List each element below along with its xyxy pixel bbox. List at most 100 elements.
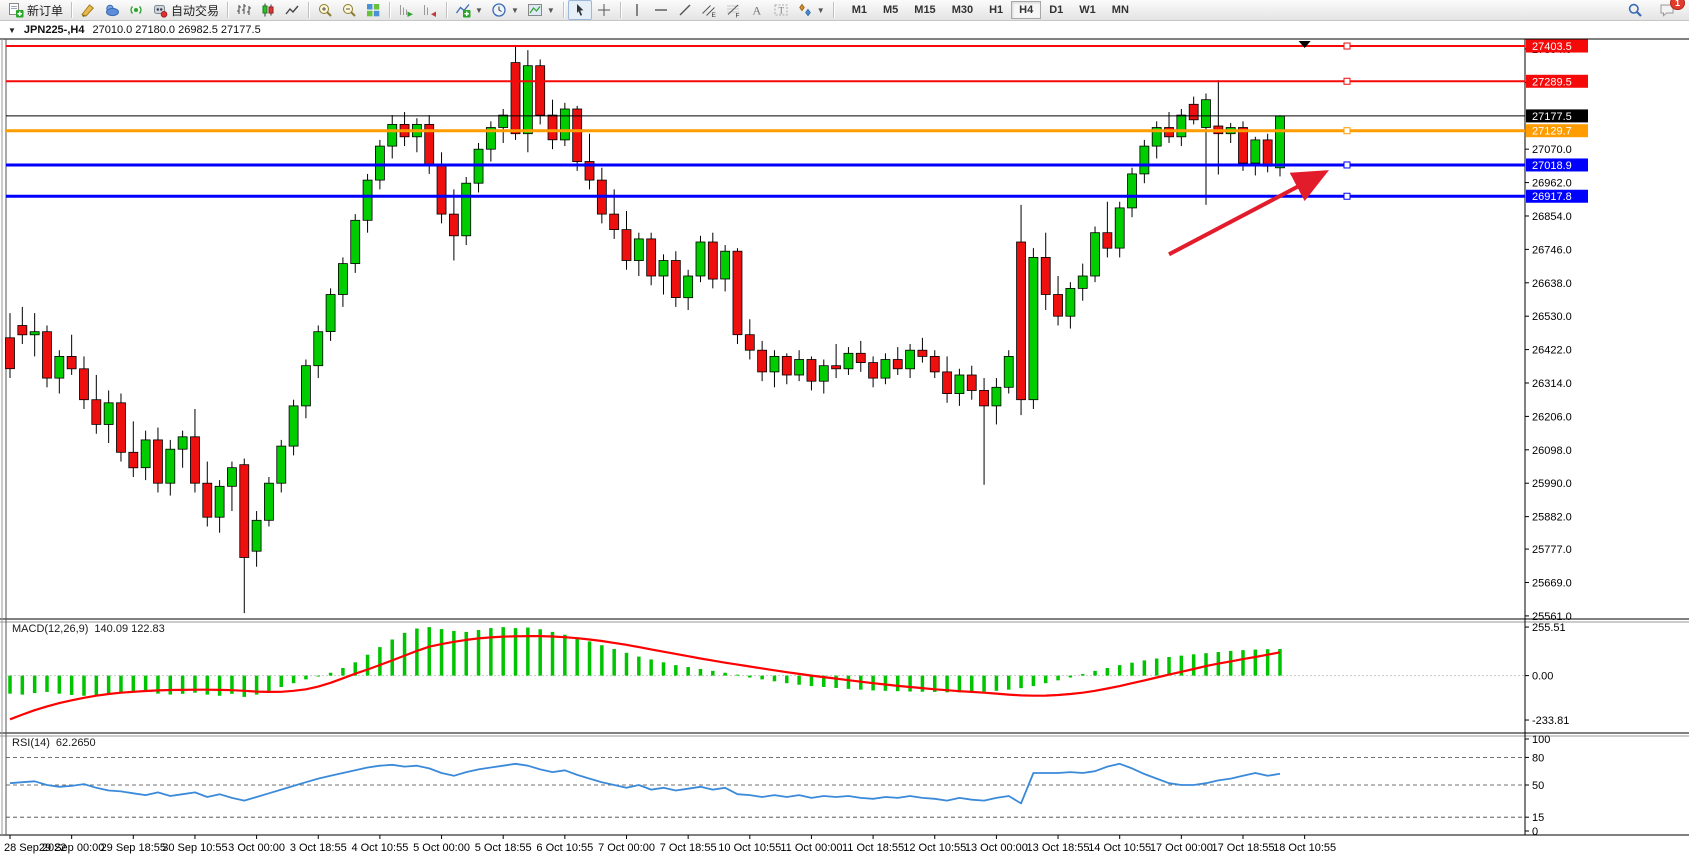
candle	[880, 359, 891, 379]
trend-arrow[interactable]	[1168, 170, 1329, 257]
arrows-button[interactable]: ▼	[793, 0, 829, 20]
candle	[387, 124, 398, 147]
timeframe-H4[interactable]: H4	[1011, 1, 1042, 19]
candle	[362, 179, 373, 221]
candle	[202, 482, 213, 518]
svg-text:15: 15	[1532, 812, 1544, 824]
bar-chart-icon	[237, 4, 252, 15]
channel-button[interactable]: E	[697, 0, 721, 20]
toolbar-separator	[832, 2, 834, 18]
timeframe-M30[interactable]: M30	[951, 4, 974, 16]
candle	[720, 250, 731, 280]
main-toolbar: 新订单 自动交易 ▼ ▼ ▼ E F A T ▼ M1 M5 M15 M30 H1 H4 D1 W1 MN 1	[0, 0, 1689, 21]
zoom-in-button[interactable]	[313, 0, 337, 20]
pencil-button[interactable]	[76, 0, 100, 20]
candle	[572, 108, 583, 162]
templates-button[interactable]: ▼	[523, 0, 559, 20]
svg-text:0: 0	[1532, 826, 1538, 838]
candle	[991, 386, 1002, 407]
svg-text:27289.5: 27289.5	[1532, 76, 1572, 88]
svg-text:25990.0: 25990.0	[1532, 478, 1572, 490]
svg-text:10 Oct 10:55: 10 Oct 10:55	[718, 842, 781, 854]
chevron-down-icon[interactable]: ▼	[546, 5, 555, 15]
chevron-down-icon[interactable]: ▼	[475, 5, 483, 15]
hline-27403.5[interactable]: 27403.5	[6, 39, 1588, 54]
candle	[66, 355, 77, 370]
crosshair-button[interactable]	[592, 0, 616, 20]
svg-text:27403.5: 27403.5	[1532, 41, 1572, 53]
toolbar-separator	[619, 2, 621, 18]
autotrading-button[interactable]: 自动交易	[148, 0, 223, 20]
text-label-icon: T	[774, 4, 788, 16]
timeframe-MN[interactable]: MN	[1111, 4, 1129, 16]
new-order-icon	[9, 3, 24, 18]
candle	[732, 250, 743, 336]
timeframe-W1[interactable]: W1	[1079, 4, 1096, 16]
cloud-button[interactable]	[100, 0, 124, 20]
auto-scroll-button[interactable]	[394, 0, 418, 20]
collapse-icon[interactable]: ▼	[8, 25, 16, 35]
hline-27018.9[interactable]: 27018.9	[6, 158, 1588, 172]
svg-text:3 Oct 00:00: 3 Oct 00:00	[228, 842, 285, 854]
candle	[1028, 256, 1039, 401]
chart-shift-marker[interactable]	[1298, 41, 1311, 48]
bar-chart-button[interactable]	[232, 0, 256, 20]
search-button[interactable]	[1623, 0, 1647, 20]
candle	[165, 448, 176, 484]
svg-text:26638.0: 26638.0	[1532, 278, 1572, 290]
chart-canvas[interactable]: 27394.027286.027070.026962.026854.026746…	[0, 21, 1689, 857]
timeframe-M15[interactable]: M15	[914, 4, 936, 16]
candle	[5, 337, 15, 370]
new-order-button[interactable]: 新订单	[4, 0, 67, 20]
svg-text:29 Sep 00:00: 29 Sep 00:00	[39, 842, 104, 854]
candle	[251, 519, 262, 552]
timeframe-D1[interactable]: D1	[1049, 4, 1064, 16]
templates-icon	[527, 4, 542, 16]
candle-chart-button[interactable]	[256, 0, 280, 20]
svg-text:26917.8: 26917.8	[1532, 191, 1572, 203]
fibonacci-button[interactable]: F	[721, 0, 745, 20]
hline-26917.8[interactable]: 26917.8	[6, 189, 1588, 204]
candle	[1139, 145, 1150, 175]
timeframe-M1[interactable]: M1	[851, 4, 867, 16]
line-chart-button[interactable]	[280, 0, 304, 20]
candle	[1201, 99, 1211, 128]
notifications-button[interactable]: 1	[1655, 0, 1685, 20]
candle	[757, 349, 768, 373]
candle	[1127, 173, 1137, 209]
line-chart-icon	[285, 5, 299, 15]
hline-27289.5[interactable]: 27289.5	[6, 74, 1588, 89]
chevron-down-icon[interactable]: ▼	[816, 5, 825, 15]
vline-button[interactable]	[625, 0, 649, 20]
broadcast-button[interactable]	[124, 0, 148, 20]
svg-text:E: E	[711, 12, 716, 18]
candle	[547, 114, 558, 141]
svg-text:26962.0: 26962.0	[1532, 178, 1572, 190]
zoom-out-icon	[343, 4, 356, 17]
hline-27129.7[interactable]: 27129.7	[6, 124, 1588, 138]
candle	[1188, 103, 1199, 121]
chart-shift-button[interactable]	[418, 0, 442, 20]
toolbar-separator	[308, 2, 310, 18]
text-button[interactable]: A	[745, 0, 769, 20]
crosshair-icon	[597, 4, 610, 16]
cursor-button[interactable]	[567, 0, 592, 20]
zoom-out-button[interactable]	[337, 0, 361, 20]
cloud-icon	[106, 4, 120, 17]
tile-windows-button[interactable]	[361, 0, 385, 20]
hline-27177.5[interactable]: 27177.5	[6, 109, 1588, 123]
candle	[42, 331, 52, 379]
macd-pane: 255.51 0.00 -233.81	[6, 622, 1569, 727]
timeframe-H1[interactable]: H1	[989, 4, 1004, 16]
periods-button[interactable]: ▼	[487, 0, 523, 20]
indicators-button[interactable]: ▼	[451, 0, 487, 20]
candle	[1262, 139, 1273, 167]
trendline-button[interactable]	[673, 0, 697, 20]
timeframe-M5[interactable]: M5	[883, 4, 899, 16]
candle	[843, 352, 854, 370]
search-icon	[1628, 3, 1642, 17]
chevron-down-icon[interactable]: ▼	[510, 5, 519, 15]
text-label-button[interactable]: T	[769, 0, 793, 20]
hline-button[interactable]	[649, 0, 673, 20]
svg-text:4 Oct 10:55: 4 Oct 10:55	[351, 842, 408, 854]
